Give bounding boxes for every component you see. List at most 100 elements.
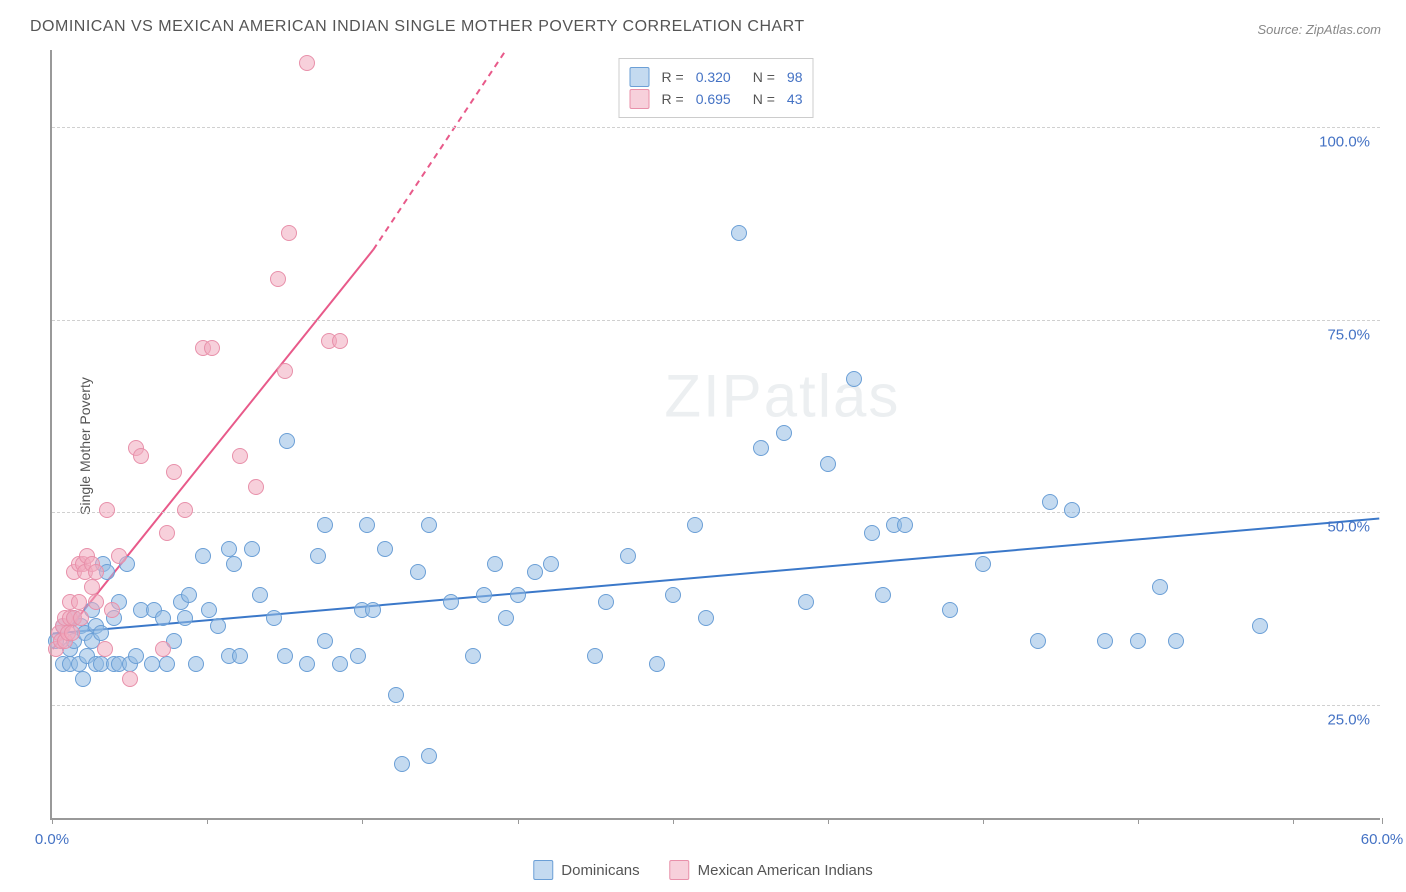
legend-r-label: R = [662, 91, 684, 107]
data-point [332, 333, 348, 349]
data-point [155, 641, 171, 657]
trend-line [373, 50, 506, 250]
x-tick-label: 60.0% [1361, 831, 1404, 848]
data-point [388, 687, 404, 703]
data-point [753, 440, 769, 456]
legend-series-label: Dominicans [561, 862, 639, 879]
legend-r-label: R = [662, 69, 684, 85]
x-tick [673, 818, 674, 824]
watermark: ZIPatlas [664, 361, 900, 430]
data-point [75, 671, 91, 687]
data-point [64, 625, 80, 641]
legend-swatch [630, 67, 650, 87]
data-point [166, 464, 182, 480]
data-point [226, 556, 242, 572]
data-point [299, 55, 315, 71]
data-point [310, 548, 326, 564]
data-point [410, 564, 426, 580]
data-point [317, 633, 333, 649]
data-point [71, 594, 87, 610]
data-point [188, 656, 204, 672]
data-point [443, 594, 459, 610]
data-point [221, 541, 237, 557]
data-point [498, 610, 514, 626]
grid-line [52, 512, 1380, 513]
data-point [111, 548, 127, 564]
plot-area: ZIPatlas R = 0.320 N = 98 R = 0.695 N = … [50, 50, 1380, 820]
data-point [377, 541, 393, 557]
chart-title: DOMINICAN VS MEXICAN AMERICAN INDIAN SIN… [30, 18, 805, 36]
x-tick [52, 818, 53, 824]
legend-series-item: Dominicans [533, 860, 639, 880]
data-point [104, 602, 120, 618]
data-point [144, 656, 160, 672]
data-point [177, 610, 193, 626]
data-point [465, 648, 481, 664]
data-point [155, 610, 171, 626]
data-point [122, 671, 138, 687]
data-point [277, 648, 293, 664]
data-point [620, 548, 636, 564]
legend-series-item: Mexican American Indians [670, 860, 873, 880]
legend-row: R = 0.695 N = 43 [630, 89, 803, 109]
legend-n-label: N = [753, 91, 775, 107]
y-tick-label: 25.0% [1327, 711, 1370, 728]
data-point [1152, 579, 1168, 595]
data-point [181, 587, 197, 603]
data-point [698, 610, 714, 626]
legend-series-label: Mexican American Indians [698, 862, 873, 879]
data-point [798, 594, 814, 610]
x-tick [207, 818, 208, 824]
data-point [421, 517, 437, 533]
legend-swatch [630, 89, 650, 109]
data-point [543, 556, 559, 572]
data-point [1064, 502, 1080, 518]
data-point [99, 502, 115, 518]
legend-n-label: N = [753, 69, 775, 85]
y-tick-label: 50.0% [1327, 519, 1370, 536]
data-point [299, 656, 315, 672]
grid-line [52, 127, 1380, 128]
data-point [350, 648, 366, 664]
legend-swatch [533, 860, 553, 880]
data-point [277, 363, 293, 379]
data-point [365, 602, 381, 618]
data-point [649, 656, 665, 672]
data-point [244, 541, 260, 557]
data-point [252, 587, 268, 603]
data-point [864, 525, 880, 541]
data-point [897, 517, 913, 533]
data-point [665, 587, 681, 603]
data-point [587, 648, 603, 664]
y-tick-label: 75.0% [1327, 326, 1370, 343]
data-point [97, 641, 113, 657]
x-tick-label: 0.0% [35, 831, 69, 848]
data-point [1030, 633, 1046, 649]
data-point [975, 556, 991, 572]
data-point [875, 587, 891, 603]
legend-swatch [670, 860, 690, 880]
data-point [195, 548, 211, 564]
data-point [73, 610, 89, 626]
data-point [210, 618, 226, 634]
x-tick [1382, 818, 1383, 824]
data-point [159, 525, 175, 541]
data-point [232, 648, 248, 664]
data-point [942, 602, 958, 618]
data-point [359, 517, 375, 533]
data-point [204, 340, 220, 356]
trend-lines-svg [52, 50, 1380, 818]
data-point [332, 656, 348, 672]
data-point [128, 648, 144, 664]
legend-correlation: R = 0.320 N = 98 R = 0.695 N = 43 [619, 58, 814, 118]
grid-line [52, 705, 1380, 706]
data-point [1252, 618, 1268, 634]
data-point [846, 371, 862, 387]
data-point [687, 517, 703, 533]
data-point [177, 502, 193, 518]
data-point [1097, 633, 1113, 649]
y-tick-label: 100.0% [1319, 134, 1370, 151]
legend-row: R = 0.320 N = 98 [630, 67, 803, 87]
data-point [84, 579, 100, 595]
data-point [317, 517, 333, 533]
